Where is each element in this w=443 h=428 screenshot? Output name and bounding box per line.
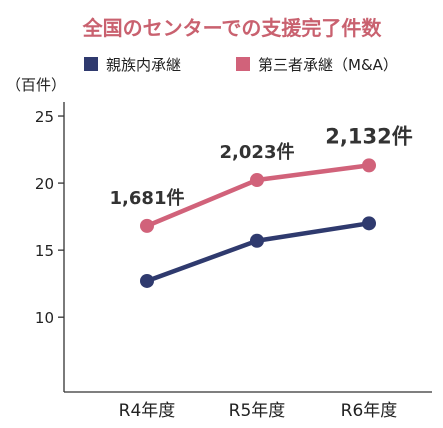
y-tick-label: 10 <box>35 309 54 327</box>
series-1-point <box>250 233 264 248</box>
x-axis-ticks: R4年度 R5年度 R6年度 <box>119 401 398 421</box>
y-tick-label: 20 <box>35 175 54 193</box>
y-tick-label: 25 <box>35 108 54 126</box>
legend: 親族内承継 第三者承継（M&A） <box>84 56 398 74</box>
y-axis-unit-label: （百件） <box>6 76 66 94</box>
data-label: 1,681件 <box>110 187 185 209</box>
series-layer <box>140 158 376 288</box>
data-labels: 1,681件 2,023件 2,132件 <box>110 124 413 208</box>
data-label: 2,132件 <box>325 124 412 148</box>
series-2-point <box>362 158 376 173</box>
legend-label: 第三者承継（M&A） <box>258 56 398 74</box>
x-tick-label: R4年度 <box>119 401 176 421</box>
series-1-point <box>140 273 154 288</box>
y-axis-ticks: 10 15 20 25 <box>35 108 64 327</box>
y-tick-label: 15 <box>35 242 54 260</box>
chart-title: 全国のセンターでの支援完了件数 <box>82 16 383 40</box>
data-label: 2,023件 <box>220 141 295 163</box>
legend-swatch <box>84 57 98 71</box>
series-2-point <box>250 173 264 187</box>
series-2-point <box>140 218 154 233</box>
x-tick-label: R6年度 <box>341 401 398 421</box>
x-tick-label: R5年度 <box>229 401 286 421</box>
series-1-point <box>362 216 376 231</box>
legend-label: 親族内承継 <box>106 56 181 74</box>
series-line-1 <box>144 221 372 284</box>
legend-swatch <box>236 57 250 71</box>
